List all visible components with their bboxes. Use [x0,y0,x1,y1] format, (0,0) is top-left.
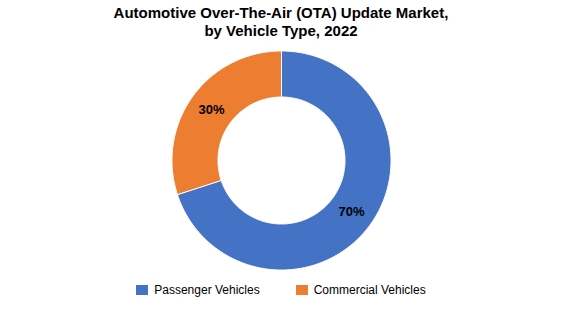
svg-text:30%: 30% [198,102,224,117]
html-text:Automotive Over-The-Air (OTA): Automotive Over-The-Air (OTA) Update Mar… [113,4,449,21]
html-text:Commercial Vehicles: Commercial Vehicles [313,283,426,297]
html-text:Passenger Vehicles: Passenger Vehicles [154,283,260,297]
svg-text:70%: 70% [338,204,364,219]
html-text:by Vehicle Type, 2022: by Vehicle Type, 2022 [204,22,358,39]
